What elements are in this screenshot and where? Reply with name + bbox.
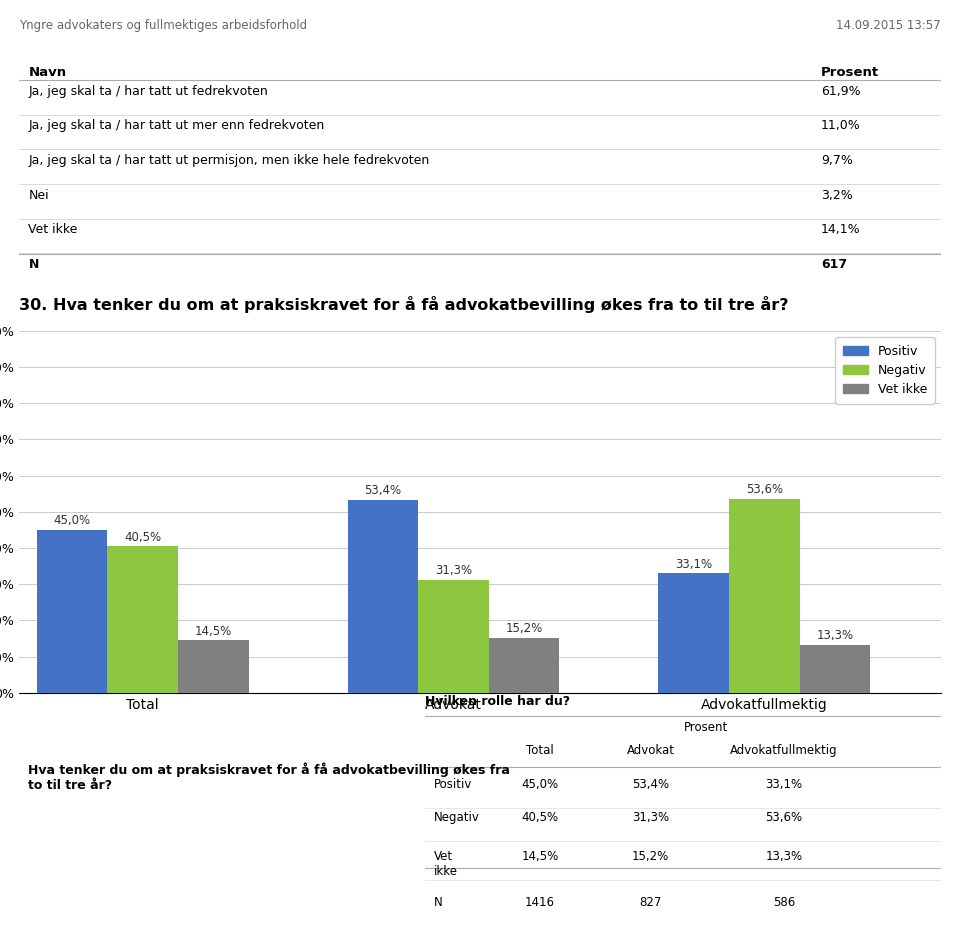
Text: 53,6%: 53,6% — [765, 811, 803, 824]
Text: 13,3%: 13,3% — [765, 850, 803, 863]
Text: 53,6%: 53,6% — [746, 483, 782, 496]
Text: Nei: Nei — [29, 188, 49, 202]
Text: Negativ: Negativ — [434, 811, 480, 824]
Text: Vet
ikke: Vet ikke — [434, 850, 458, 878]
Text: Advokatfullmektig: Advokatfullmektig — [731, 744, 838, 757]
Text: N: N — [29, 258, 38, 271]
Text: 617: 617 — [821, 258, 847, 271]
Text: 53,4%: 53,4% — [365, 484, 401, 497]
Text: 827: 827 — [639, 896, 661, 909]
Text: Total: Total — [526, 744, 554, 757]
Text: Hvilken rolle har du?: Hvilken rolle har du? — [424, 695, 570, 708]
Text: Vet ikke: Vet ikke — [29, 223, 78, 236]
Text: Ja, jeg skal ta / har tatt ut permisjon, men ikke hele fedrekvoten: Ja, jeg skal ta / har tatt ut permisjon,… — [29, 154, 430, 167]
Text: 45,0%: 45,0% — [521, 778, 559, 791]
Text: 14.09.2015 13:57: 14.09.2015 13:57 — [836, 19, 941, 32]
Text: Prosent: Prosent — [684, 720, 728, 733]
Text: 40,5%: 40,5% — [124, 531, 161, 544]
Text: Ja, jeg skal ta / har tatt ut fedrekvoten: Ja, jeg skal ta / har tatt ut fedrekvote… — [29, 85, 268, 98]
Text: Navn: Navn — [29, 66, 66, 79]
Bar — [489, 638, 560, 693]
Bar — [729, 499, 800, 693]
Bar — [659, 573, 729, 693]
Text: 31,3%: 31,3% — [632, 811, 669, 824]
Text: 30. Hva tenker du om at praksiskravet for å få advokatbevilling økes fra to til : 30. Hva tenker du om at praksiskravet fo… — [19, 297, 789, 313]
Bar — [179, 640, 249, 693]
Text: 31,3%: 31,3% — [435, 564, 472, 577]
Bar — [419, 579, 489, 693]
Text: 61,9%: 61,9% — [821, 85, 860, 98]
Text: 15,2%: 15,2% — [506, 622, 542, 635]
Text: 11,0%: 11,0% — [821, 119, 861, 132]
Text: Ja, jeg skal ta / har tatt ut mer enn fedrekvoten: Ja, jeg skal ta / har tatt ut mer enn fe… — [29, 119, 324, 132]
Bar — [36, 530, 108, 693]
Text: 14,5%: 14,5% — [195, 625, 232, 638]
Text: 3,2%: 3,2% — [821, 188, 852, 202]
Text: 15,2%: 15,2% — [632, 850, 669, 863]
Text: 9,7%: 9,7% — [821, 154, 852, 167]
Text: Positiv: Positiv — [434, 778, 472, 791]
Text: Yngre advokaters og fullmektiges arbeidsforhold: Yngre advokaters og fullmektiges arbeids… — [19, 19, 307, 32]
Text: Advokat: Advokat — [627, 744, 675, 757]
Bar — [108, 547, 179, 693]
Text: 33,1%: 33,1% — [765, 778, 803, 791]
Text: 14,5%: 14,5% — [521, 850, 559, 863]
Text: 14,1%: 14,1% — [821, 223, 860, 236]
Text: Hva tenker du om at praksiskravet for å få advokatbevilling økes fra
to til tre : Hva tenker du om at praksiskravet for å … — [29, 762, 511, 792]
Bar — [348, 499, 419, 693]
Text: 586: 586 — [773, 896, 795, 909]
Text: 53,4%: 53,4% — [632, 778, 669, 791]
Text: N: N — [434, 896, 443, 909]
Text: Prosent: Prosent — [821, 66, 879, 79]
Legend: Positiv, Negativ, Vet ikke: Positiv, Negativ, Vet ikke — [835, 337, 934, 404]
Text: 33,1%: 33,1% — [675, 558, 712, 571]
Text: 1416: 1416 — [525, 896, 555, 909]
Text: 13,3%: 13,3% — [816, 629, 853, 642]
Bar — [800, 645, 870, 693]
Text: 40,5%: 40,5% — [521, 811, 559, 824]
Text: 45,0%: 45,0% — [54, 514, 91, 527]
